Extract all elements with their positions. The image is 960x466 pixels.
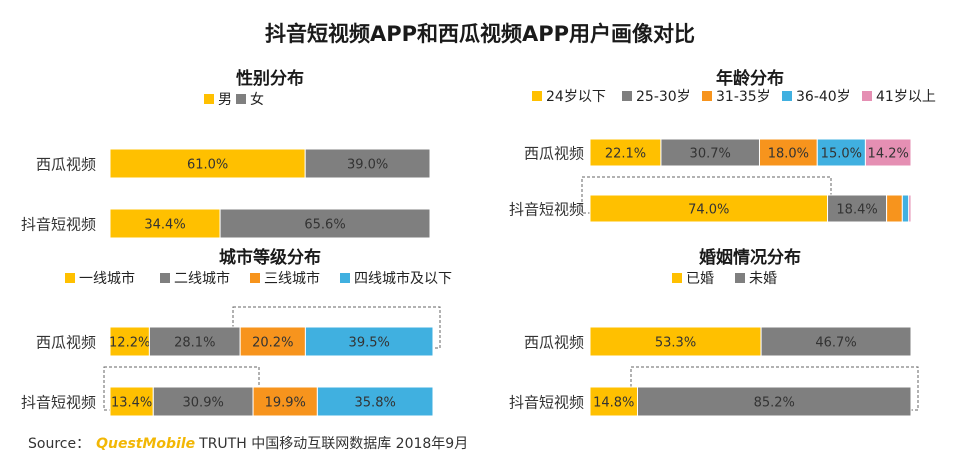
category-label: 西瓜视频 (524, 334, 584, 352)
source-note: Source： QuestMobile TRUTH 中国移动互联网数据库 2018年… (28, 433, 468, 453)
legend-label: 四线城市及以下 (354, 270, 452, 287)
category-label: 抖音短视频 (21, 394, 96, 412)
source-brand: QuestMobile (96, 436, 196, 452)
bar-segment (827, 194, 888, 223)
legend-swatch (204, 94, 214, 104)
legend-swatch (862, 91, 872, 101)
category-label: 西瓜视频 (36, 156, 96, 174)
legend-label: 已婚 (686, 271, 714, 287)
source-prefix: Source： (28, 436, 91, 452)
bar-segment (148, 326, 241, 357)
legend-swatch (340, 273, 350, 283)
legend-label: 未婚 (749, 271, 777, 287)
data-label: 15.0% (821, 147, 862, 162)
data-label: 18.4% (836, 203, 877, 218)
legend-swatch (735, 273, 745, 283)
data-label: 14.2% (868, 147, 909, 162)
bar-segment (908, 194, 912, 223)
bar-segment (637, 386, 912, 417)
bar-segment (660, 138, 760, 167)
legend-label: 31-35岁 (716, 89, 771, 105)
data-label: 30.9% (183, 396, 224, 411)
chart-title: 性别分布 (236, 68, 304, 89)
bar-segment (758, 138, 818, 167)
category-label: 抖音短视频 (509, 201, 584, 219)
legend-label: 男 (218, 92, 232, 108)
data-label: 35.8% (355, 396, 396, 411)
bar-segment (589, 194, 829, 223)
legend-swatch (672, 273, 682, 283)
legend-label: 25-30岁 (636, 89, 691, 105)
data-label: 39.0% (347, 158, 388, 173)
bar-segment (109, 386, 154, 417)
chart-title: 年龄分布 (716, 68, 784, 89)
legend-label: 二线城市 (174, 270, 230, 287)
page-title: 抖音短视频APP和西瓜视频APP用户画像对比 (264, 22, 696, 46)
bar-segment (304, 326, 434, 357)
data-label: 13.4% (111, 396, 152, 411)
legend-swatch (532, 91, 542, 101)
legend-swatch (65, 273, 75, 283)
category-label: 西瓜视频 (524, 145, 584, 163)
bar-segment (219, 208, 431, 239)
legend-label: 三线城市 (264, 270, 320, 287)
bar-segment (109, 208, 221, 239)
category-label: 抖音短视频 (21, 216, 96, 234)
chart-title: 婚姻情况分布 (699, 247, 801, 268)
data-label: 14.8% (593, 396, 634, 411)
data-label: 53.3% (655, 336, 696, 351)
legend-label: 41岁以上 (876, 89, 936, 105)
bar-segment (239, 326, 306, 357)
data-label: 85.2% (754, 396, 795, 411)
bar-segment (109, 148, 306, 179)
bar-segment (864, 138, 912, 167)
data-label: 30.7% (690, 147, 731, 162)
legend-label: 24岁以下 (546, 89, 606, 105)
legend-swatch (622, 91, 632, 101)
legend-swatch (160, 273, 170, 283)
legend-label: 一线城市 (79, 270, 135, 287)
data-label: 65.6% (304, 218, 345, 233)
bar-segment (589, 326, 762, 357)
data-label: 18.0% (768, 147, 809, 162)
bar-segment (760, 326, 912, 357)
bar-segment (304, 148, 431, 179)
data-label: 12.2% (109, 336, 150, 351)
category-label: 西瓜视频 (36, 334, 96, 352)
source-text: TRUTH 中国移动互联网数据库 2018年9月 (199, 436, 469, 452)
legend-swatch (236, 94, 246, 104)
data-label: 34.4% (144, 218, 185, 233)
data-label: 20.2% (252, 336, 293, 351)
bar-segment (816, 138, 866, 167)
data-label: 61.0% (187, 158, 228, 173)
bar-segment (589, 386, 639, 417)
data-label: 22.1% (605, 147, 646, 162)
category-label: 抖音短视频 (509, 394, 584, 412)
bar-segment (886, 194, 903, 223)
data-label: 39.5% (349, 336, 390, 351)
bar-segment (252, 386, 318, 417)
chart-title: 城市等级分布 (219, 247, 321, 268)
bar-segment (316, 386, 434, 417)
bar-segment (109, 326, 150, 357)
data-label: 46.7% (815, 336, 856, 351)
data-label: 19.9% (265, 396, 306, 411)
data-label: 28.1% (174, 336, 215, 351)
legend-swatch (782, 91, 792, 101)
data-label: 74.0% (688, 203, 729, 218)
bar-segment (152, 386, 254, 417)
bar-segment (589, 138, 662, 167)
legend-label: 36-40岁 (796, 89, 851, 105)
legend-label: 女 (250, 91, 264, 108)
legend-swatch (702, 91, 712, 101)
bar-segment (901, 194, 910, 223)
legend-swatch (250, 273, 260, 283)
